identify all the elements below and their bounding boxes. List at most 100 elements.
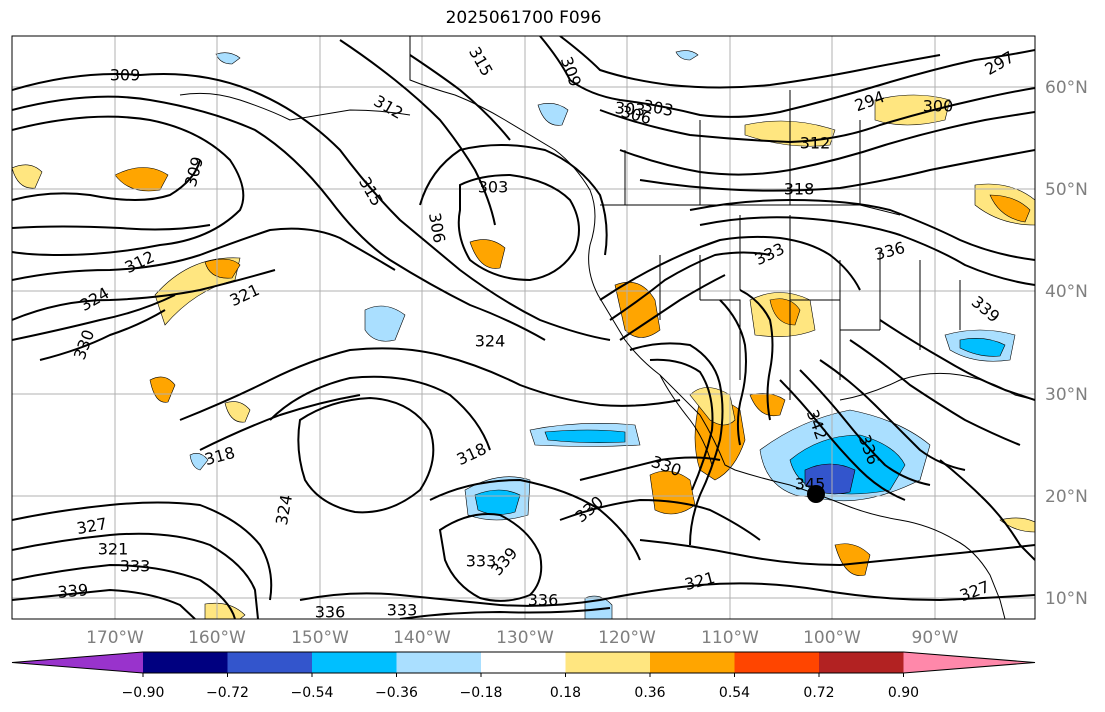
colorbar-labels: −0.90 −0.72 −0.54 −0.36 −0.18 0.18 0.36 0.54 0.7… bbox=[122, 673, 919, 701]
contour-label: 324 bbox=[272, 493, 296, 526]
positive-anomaly-area bbox=[614, 281, 661, 338]
map-title: 2025061700 F096 bbox=[445, 8, 602, 28]
contour-label: 318 bbox=[454, 439, 490, 469]
latitude-label: 60°N bbox=[1045, 78, 1088, 98]
north-america-coast bbox=[409, 36, 1006, 619]
contour-label: 339 bbox=[487, 544, 521, 580]
contour-line bbox=[12, 269, 276, 321]
contour-line bbox=[619, 111, 1035, 176]
contour-label: 321 bbox=[683, 568, 717, 594]
contour-label: 336 bbox=[528, 591, 559, 610]
contour-line bbox=[12, 588, 196, 619]
colorbar-tick-label: 0.18 bbox=[550, 685, 581, 701]
positive-anomaly-area bbox=[769, 298, 801, 326]
contour-line bbox=[539, 36, 1035, 118]
contour-line bbox=[879, 319, 1035, 401]
contour-label: 312 bbox=[371, 91, 407, 123]
longitude-label: 110°W bbox=[701, 628, 759, 648]
contour-label: 336 bbox=[873, 238, 907, 264]
colorbar-segment bbox=[565, 652, 651, 673]
contour-lines bbox=[12, 36, 1035, 619]
contour-line bbox=[12, 95, 546, 341]
contour-line bbox=[12, 73, 611, 341]
contour-line bbox=[819, 359, 966, 471]
contour-label: 309 bbox=[181, 155, 207, 189]
contour-label: 306 bbox=[425, 211, 449, 244]
negative-anomaly-area bbox=[364, 305, 406, 342]
colorbar-tick-label: −0.36 bbox=[375, 685, 418, 701]
contour-line bbox=[179, 347, 681, 421]
colorbar-segment bbox=[396, 652, 482, 673]
contour-line bbox=[12, 115, 245, 257]
contour-line bbox=[269, 375, 491, 451]
colorbar-segment bbox=[227, 652, 313, 673]
positive-anomaly-area bbox=[874, 94, 951, 126]
longitude-label: 100°W bbox=[803, 628, 861, 648]
gulf-coast bbox=[839, 372, 1035, 401]
contour-line bbox=[199, 394, 361, 451]
contour-line bbox=[579, 456, 721, 481]
colorbar-segment bbox=[819, 652, 904, 673]
contour-label: 297 bbox=[982, 47, 1018, 79]
contour-line bbox=[297, 396, 435, 514]
contour-line bbox=[609, 251, 771, 321]
contour-label: 315 bbox=[465, 44, 497, 80]
contour-line bbox=[12, 224, 211, 231]
negative-anomaly-area bbox=[959, 338, 1006, 357]
contour-line bbox=[438, 513, 543, 602]
contour-label: 336 bbox=[315, 603, 346, 622]
colorbar-extend-high bbox=[903, 652, 1035, 673]
colorbar-tick-label: 0.72 bbox=[803, 685, 834, 701]
contour-label: 333 bbox=[120, 557, 151, 576]
contour-line bbox=[619, 274, 726, 341]
colorbar-tick-label: 0.90 bbox=[888, 685, 919, 701]
contour-label: 327 bbox=[957, 577, 992, 605]
contour-line bbox=[599, 87, 1035, 144]
contour-line bbox=[12, 563, 236, 619]
positive-anomaly-area bbox=[149, 376, 176, 403]
contour-label: 321 bbox=[227, 280, 263, 310]
contour-line bbox=[39, 309, 166, 361]
negative-anomaly-area bbox=[215, 52, 241, 65]
colorbar-tick-label: 0.36 bbox=[634, 685, 665, 701]
longitude-label: 120°W bbox=[598, 628, 656, 648]
contour-line bbox=[559, 36, 941, 89]
contour-line bbox=[639, 149, 1035, 192]
latitude-label: 50°N bbox=[1045, 180, 1088, 200]
contour-line bbox=[429, 478, 641, 561]
colorbar-tick-label: −0.54 bbox=[291, 685, 334, 701]
contour-label: 324 bbox=[77, 283, 113, 315]
contour-line bbox=[12, 227, 396, 281]
contour-line bbox=[12, 501, 273, 601]
negative-anomaly-area bbox=[537, 103, 569, 126]
colorbar-tick-label: −0.72 bbox=[206, 685, 249, 701]
contour-line bbox=[779, 379, 906, 501]
low-center-marker bbox=[807, 485, 825, 503]
latitude-label: 30°N bbox=[1045, 385, 1088, 405]
contour-label: 303 bbox=[614, 98, 646, 120]
contour-line bbox=[559, 498, 761, 541]
positive-anomaly-area bbox=[469, 239, 506, 269]
contour-line bbox=[629, 342, 724, 546]
negative-anomaly-area bbox=[544, 429, 626, 443]
contour-label: 327 bbox=[75, 514, 108, 538]
colorbar-segment bbox=[734, 652, 820, 673]
longitude-label: 160°W bbox=[188, 628, 246, 648]
contour-line bbox=[799, 369, 931, 486]
contour-label: 339 bbox=[57, 580, 89, 602]
contour-label: 324 bbox=[475, 332, 506, 351]
positive-anomaly-area bbox=[114, 167, 169, 192]
contour-label: 315 bbox=[355, 174, 387, 210]
coastlines bbox=[179, 36, 1035, 619]
colorbar bbox=[11, 651, 1036, 674]
contour-line bbox=[299, 582, 1035, 607]
contour-label: 300 bbox=[923, 97, 954, 116]
contour-line bbox=[599, 235, 861, 301]
alaska-coast bbox=[179, 92, 411, 121]
longitude-label: 170°W bbox=[86, 628, 144, 648]
positive-anomaly-area bbox=[999, 517, 1035, 533]
contour-label: 318 bbox=[784, 180, 815, 199]
longitude-label: 140°W bbox=[393, 628, 451, 648]
contour-label: 312 bbox=[800, 134, 831, 153]
